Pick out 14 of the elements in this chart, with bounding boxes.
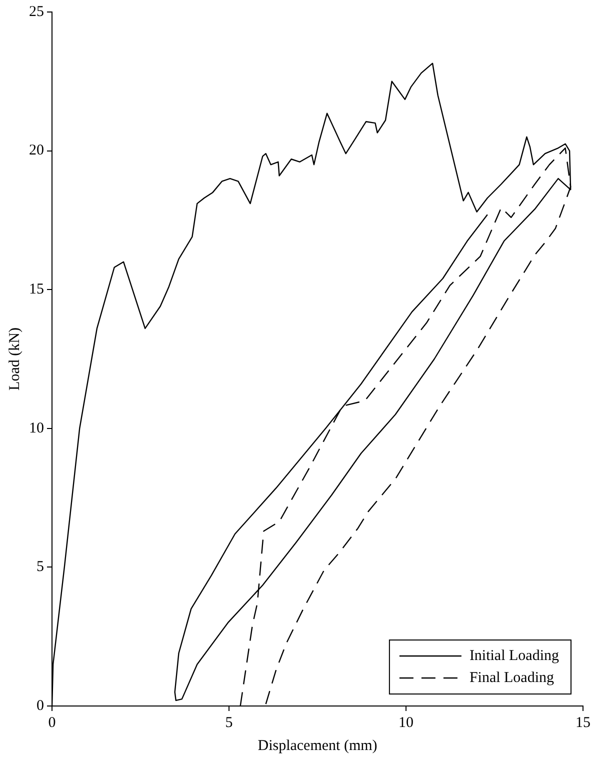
legend-label: Initial Loading (469, 648, 560, 664)
x-tick-label: 10 (398, 714, 414, 731)
y-tick-label: 15 (29, 282, 44, 298)
y-tick-label: 25 (29, 4, 44, 20)
y-tick-label: 10 (29, 420, 44, 436)
x-tick-label: 5 (225, 714, 233, 731)
y-tick-label: 0 (36, 698, 44, 714)
legend-label: Final Loading (469, 670, 555, 686)
y-tick-label: 5 (36, 559, 44, 576)
x-tick-label: 0 (48, 714, 56, 731)
x-axis-title: Displacement (mm) (258, 738, 378, 754)
x-tick-label: 15 (576, 714, 590, 731)
y-tick-label: 20 (29, 142, 44, 159)
y-axis-title: Load (kN) (6, 328, 23, 390)
